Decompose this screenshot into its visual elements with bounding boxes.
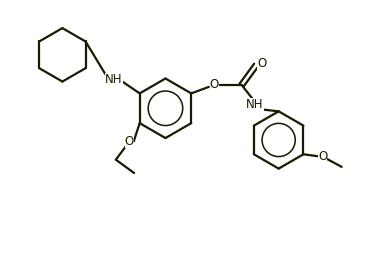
Text: O: O bbox=[125, 135, 134, 148]
Text: O: O bbox=[210, 79, 219, 92]
Text: NH: NH bbox=[246, 98, 264, 111]
Text: O: O bbox=[318, 150, 327, 163]
Text: NH: NH bbox=[105, 73, 123, 86]
Text: O: O bbox=[257, 57, 267, 70]
